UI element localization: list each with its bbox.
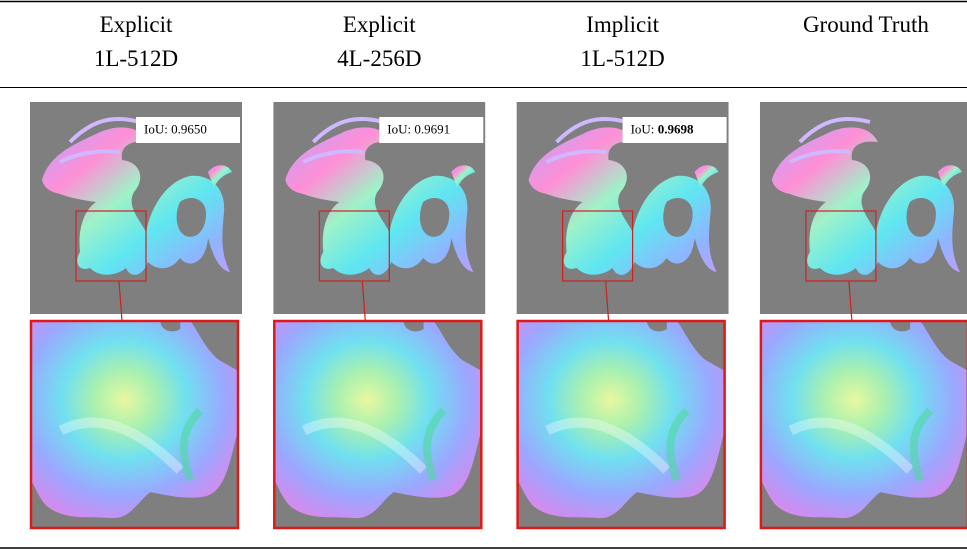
zoom-image (761, 321, 967, 528)
iou-value: 0.9698 (658, 121, 694, 136)
column: Implicit 1L-512D IoU: 0.9698 (517, 12, 729, 528)
column-header: 4L-256D (337, 46, 421, 71)
column-header: Implicit (586, 12, 659, 37)
figure: Explicit 1L-512D IoU: 0.9650 Explicit 4L-256… (0, 0, 967, 550)
zoom-image (518, 321, 725, 528)
iou-label: IoU: (387, 121, 411, 136)
columns: Explicit 1L-512D IoU: 0.9650 Explicit 4L-256… (30, 12, 967, 528)
zoom-image (274, 321, 481, 528)
column-header: Explicit (343, 12, 416, 37)
iou-label: IoU: (144, 121, 168, 136)
iou-text: IoU: 0.9650 (144, 121, 207, 136)
iou-value: 0.9691 (414, 121, 450, 136)
iou-text: IoU: 0.9698 (631, 121, 694, 136)
column-header: Ground Truth (803, 12, 929, 37)
column-header: 1L-512D (580, 46, 664, 71)
column: Ground Truth (760, 12, 967, 528)
iou-value: 0.9650 (171, 121, 207, 136)
column: Explicit 1L-512D IoU: 0.9650 (30, 12, 242, 528)
column: Explicit 4L-256D IoU: 0.9691 (273, 12, 485, 528)
column-header: 1L-512D (94, 46, 178, 71)
column-header: Explicit (100, 12, 173, 37)
iou-label: IoU: (631, 121, 655, 136)
render-image (760, 102, 967, 314)
zoom-image (31, 321, 238, 528)
iou-text: IoU: 0.9691 (387, 121, 450, 136)
